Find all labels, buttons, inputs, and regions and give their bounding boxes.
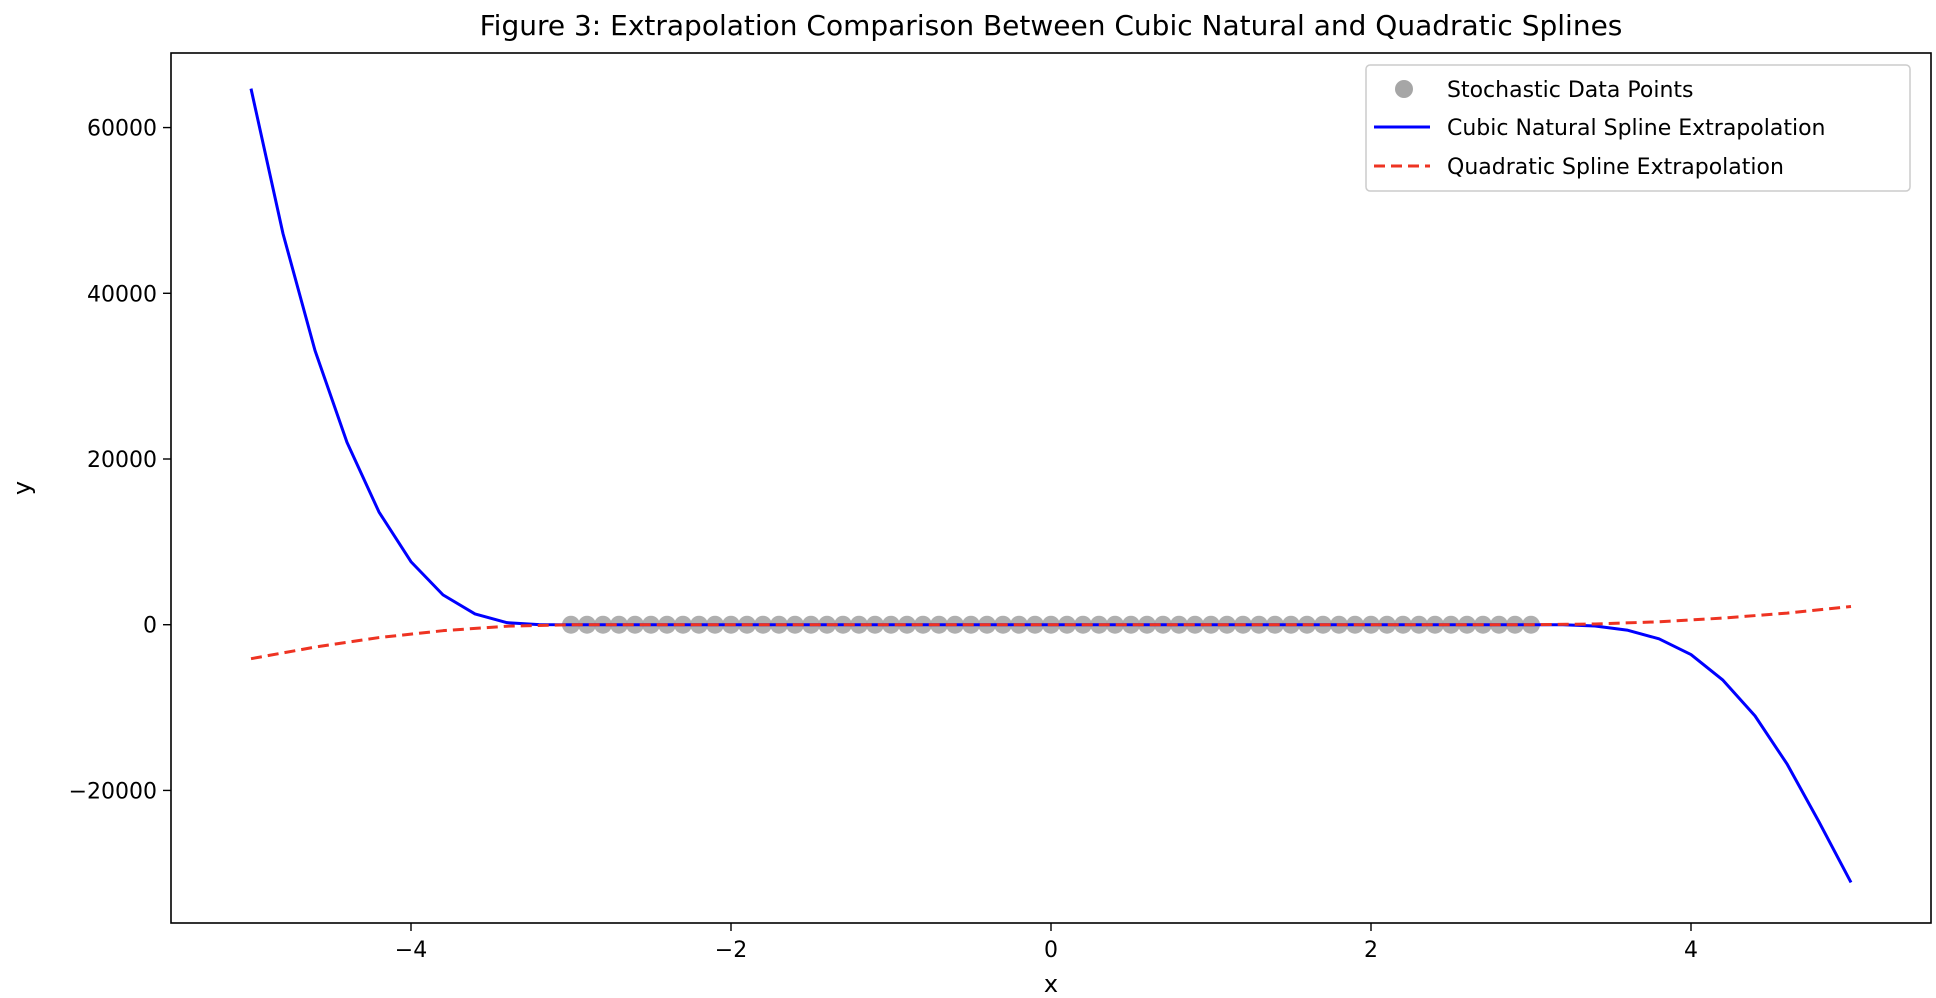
x-axis: −4 −2 0 2 4 [395,923,1698,963]
y-tick-label: −20000 [69,779,157,804]
y-tick-label: 20000 [87,448,157,473]
y-axis: −20000 0 20000 40000 60000 [69,117,171,804]
legend-marker-data-points [1395,80,1413,98]
y-tick-label: 60000 [87,117,157,142]
series-line-quadratic [250,604,1852,661]
x-axis-label: x [1044,970,1058,998]
chart-title: Figure 3: Extrapolation Comparison Betwe… [480,9,1623,42]
legend-label-cubic: Cubic Natural Spline Extrapolation [1447,116,1825,141]
legend-label-quadratic: Quadratic Spline Extrapolation [1447,155,1784,180]
y-axis-label: y [8,481,36,495]
legend-box [1365,64,1911,192]
x-tick-label: 0 [1044,938,1058,963]
plot-area [171,53,1931,923]
x-tick-label: 4 [1684,938,1698,963]
chart-marks [249,88,1853,884]
y-tick-label: 0 [143,614,157,639]
x-tick-label: −2 [715,938,747,963]
legend[interactable]: Stochastic Data Points Cubic Natural Spl… [1365,64,1911,192]
plot-background [171,53,1931,923]
x-tick-label: −4 [395,938,427,963]
y-tick-label: 40000 [87,282,157,307]
legend-label-data-points: Stochastic Data Points [1447,78,1693,103]
x-tick-label: 2 [1364,938,1378,963]
